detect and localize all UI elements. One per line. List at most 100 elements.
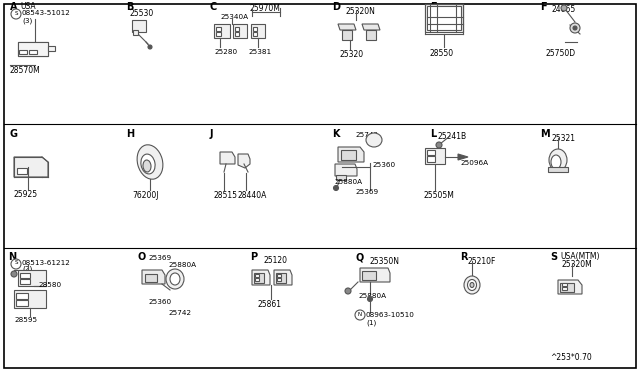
Bar — [216, 27, 221, 31]
Bar — [425, 148, 445, 164]
Text: 28550: 28550 — [430, 49, 454, 58]
Text: 25340A: 25340A — [220, 14, 248, 20]
Polygon shape — [362, 24, 380, 30]
Circle shape — [148, 45, 152, 49]
Text: 25360: 25360 — [148, 299, 171, 305]
Ellipse shape — [464, 276, 480, 294]
Ellipse shape — [143, 160, 151, 172]
Text: 25530: 25530 — [130, 9, 154, 18]
Bar — [132, 20, 146, 32]
Polygon shape — [558, 280, 582, 294]
Text: S: S — [14, 260, 18, 266]
Ellipse shape — [137, 145, 163, 179]
Bar — [216, 32, 221, 36]
Bar — [29, 50, 37, 54]
Text: (1): (1) — [366, 319, 376, 326]
Bar — [16, 300, 28, 306]
Text: 28515: 28515 — [214, 191, 238, 200]
Polygon shape — [238, 154, 250, 168]
Text: 25505M: 25505M — [424, 191, 455, 200]
Text: N: N — [8, 252, 16, 262]
Text: 25925: 25925 — [14, 190, 38, 199]
Bar — [18, 270, 46, 286]
Text: 08513-61212: 08513-61212 — [22, 260, 71, 266]
Bar — [253, 32, 257, 36]
Ellipse shape — [551, 155, 561, 169]
Text: D: D — [332, 2, 340, 12]
Circle shape — [345, 288, 351, 294]
Bar — [214, 24, 230, 38]
Circle shape — [333, 186, 339, 190]
Ellipse shape — [470, 282, 474, 288]
Text: USA(MTM): USA(MTM) — [560, 252, 600, 261]
Bar — [255, 278, 259, 281]
Text: 25350N: 25350N — [370, 257, 400, 266]
Polygon shape — [338, 24, 356, 30]
Text: (3): (3) — [22, 17, 32, 23]
Text: 08963-10510: 08963-10510 — [366, 312, 415, 318]
Bar — [145, 274, 157, 282]
Text: O: O — [138, 252, 147, 262]
Bar — [276, 273, 286, 283]
Text: 28595: 28595 — [14, 317, 37, 323]
Text: 25880A: 25880A — [358, 293, 386, 299]
Bar — [427, 150, 435, 155]
Bar — [336, 175, 346, 180]
Text: J: J — [210, 129, 214, 139]
Bar — [277, 274, 281, 277]
Polygon shape — [14, 157, 48, 177]
Polygon shape — [274, 270, 292, 285]
Bar — [48, 46, 55, 51]
Text: 25880A: 25880A — [168, 262, 196, 268]
Text: 76200J: 76200J — [132, 191, 159, 200]
Text: 25280: 25280 — [214, 49, 237, 55]
Bar — [341, 150, 356, 160]
Text: 28580: 28580 — [38, 282, 61, 288]
Text: P: P — [250, 252, 257, 262]
Text: S: S — [14, 10, 18, 16]
Bar — [20, 273, 30, 278]
Ellipse shape — [549, 149, 567, 171]
Ellipse shape — [170, 273, 180, 285]
Text: B: B — [126, 2, 133, 12]
Bar — [427, 156, 435, 162]
Polygon shape — [335, 164, 357, 176]
Bar — [19, 50, 27, 54]
Bar — [427, 6, 461, 30]
Text: ^253*0.70: ^253*0.70 — [550, 353, 592, 362]
Text: K: K — [332, 129, 339, 139]
Text: 25742: 25742 — [355, 132, 378, 138]
Circle shape — [11, 259, 21, 269]
Text: 25861: 25861 — [258, 300, 282, 309]
Text: 25241B: 25241B — [438, 132, 467, 141]
Circle shape — [561, 5, 567, 11]
Text: R: R — [460, 252, 467, 262]
Text: 08543-51012: 08543-51012 — [22, 10, 71, 16]
Text: 25096A: 25096A — [460, 160, 488, 166]
Polygon shape — [338, 147, 364, 162]
Text: 24065: 24065 — [552, 5, 576, 14]
Ellipse shape — [366, 133, 382, 147]
Bar — [18, 42, 48, 56]
Polygon shape — [18, 42, 48, 56]
Text: USA: USA — [20, 2, 36, 11]
Text: 25742: 25742 — [168, 310, 191, 316]
Text: 25321: 25321 — [551, 134, 575, 143]
Text: H: H — [126, 129, 134, 139]
Circle shape — [570, 23, 580, 33]
Bar — [277, 278, 281, 281]
Text: (2): (2) — [22, 266, 32, 273]
Polygon shape — [360, 268, 390, 282]
Bar — [560, 283, 574, 292]
Text: 25369: 25369 — [148, 255, 171, 261]
Bar — [20, 279, 30, 284]
Bar — [17, 168, 27, 174]
Bar — [362, 271, 376, 280]
Polygon shape — [220, 152, 235, 164]
Text: S: S — [550, 252, 557, 262]
Circle shape — [11, 271, 17, 277]
Bar — [425, 4, 463, 32]
Text: A: A — [10, 2, 17, 12]
Text: 25120: 25120 — [264, 256, 288, 265]
Text: 25320N: 25320N — [345, 7, 375, 16]
